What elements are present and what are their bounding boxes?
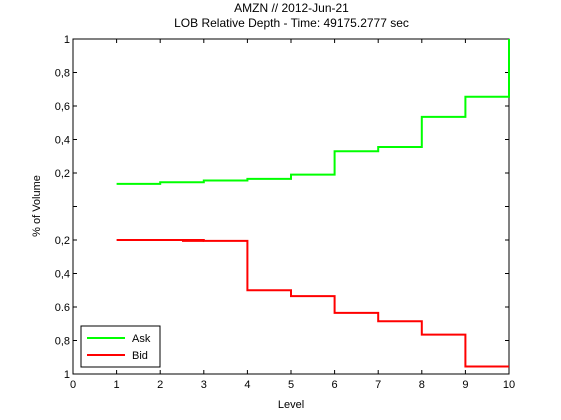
x-tick-label: 2	[157, 379, 163, 391]
x-tick-label: 3	[201, 379, 207, 391]
y-axis-label: % of Volume	[31, 175, 43, 237]
x-tick-label: 7	[375, 379, 381, 391]
y-tick-label-upper: 0,6	[55, 101, 70, 113]
x-tick-label: 1	[114, 379, 120, 391]
x-tick-label: 6	[332, 379, 338, 391]
chart-title-line-1: AMZN // 2012-Jun-21	[234, 1, 349, 15]
y-tick-label-upper: 1	[64, 34, 70, 46]
x-tick-label: 8	[419, 379, 425, 391]
series-line-ask	[116, 39, 510, 185]
y-tick-label-lower: 1	[64, 369, 70, 381]
y-tick-label-upper: 0,8	[55, 68, 70, 80]
legend-ask-label: Ask	[132, 333, 151, 345]
legend-bid-label: Bid	[132, 350, 148, 362]
y-tick-label-lower: 0,2	[55, 235, 70, 247]
legend-box	[80, 325, 161, 368]
x-tick-label: 10	[503, 379, 515, 391]
axes-box	[72, 38, 510, 375]
legend: Ask Bid	[80, 325, 161, 368]
y-tick-label-upper: 0,4	[55, 135, 70, 147]
y-tick-label-lower: 0.6	[55, 302, 70, 314]
y-tick-label-lower: 0,8	[55, 336, 70, 348]
y-tick-label-lower: 0,4	[55, 269, 70, 281]
y-tick-label-upper: 0,2	[55, 168, 70, 180]
x-tick-label: 9	[462, 379, 468, 391]
x-axis-label: Level	[278, 399, 304, 411]
x-tick-label: 4	[244, 379, 250, 391]
x-tick-label: 5	[288, 379, 294, 391]
chart-title-line-2: LOB Relative Depth - Time: 49175.2777 se…	[174, 16, 409, 30]
x-tick-label: 0	[70, 379, 76, 391]
